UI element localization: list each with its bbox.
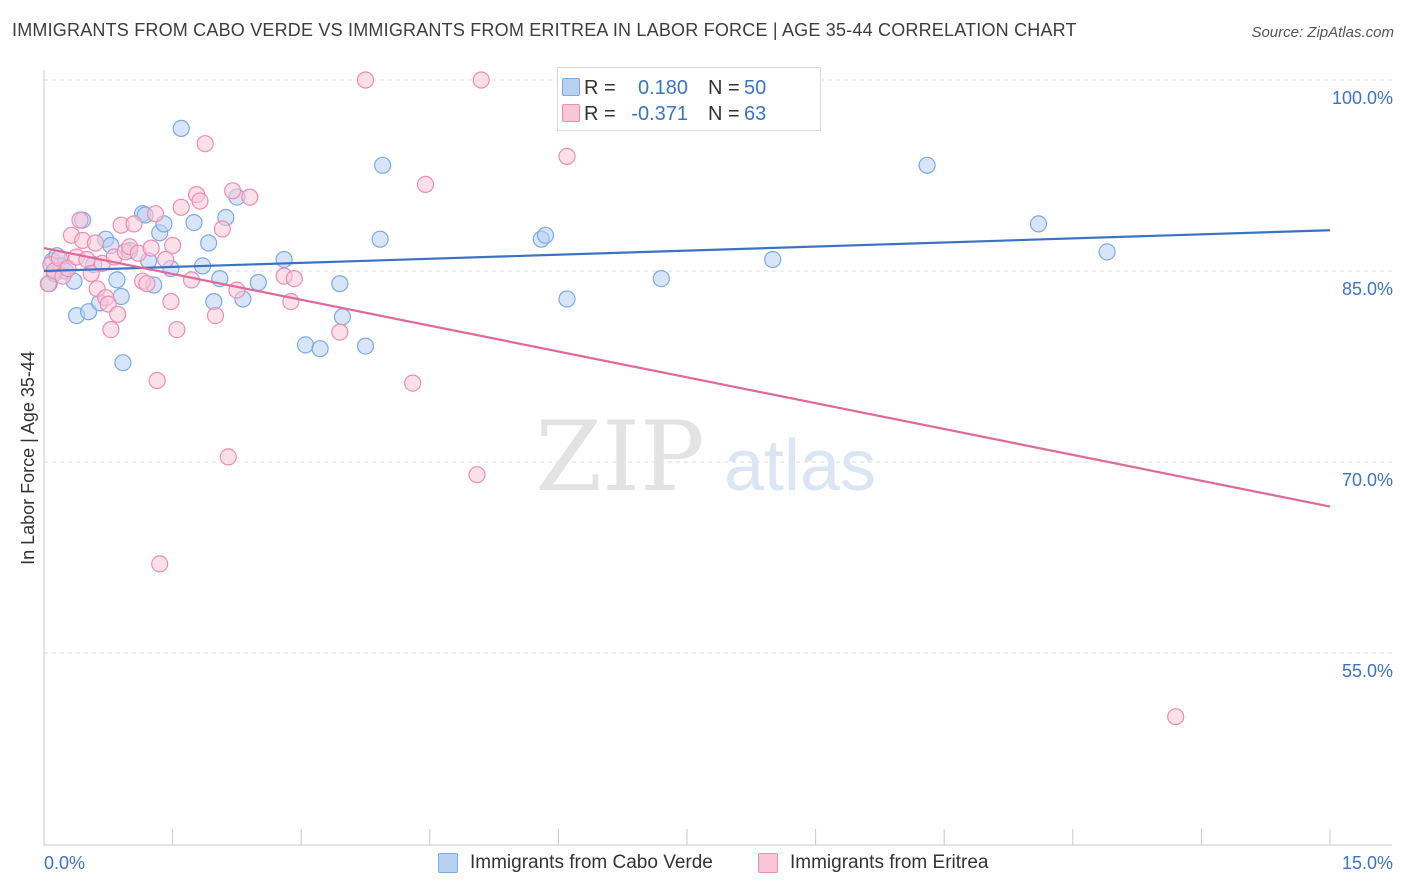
legend-r-value: 0.180 [637, 76, 688, 99]
data-point [108, 271, 126, 289]
axes [43, 70, 1392, 846]
y-tick-label: 70.0% [1342, 470, 1393, 490]
data-point [162, 293, 180, 311]
data-point [196, 135, 214, 153]
y-axis-label: In Labor Force | Age 35-44 [18, 351, 38, 565]
data-point [285, 270, 303, 288]
data-point [172, 119, 190, 137]
legend-n-value: 50 [744, 76, 767, 99]
data-point [206, 307, 225, 325]
data-point [918, 156, 936, 174]
data-point [296, 336, 315, 354]
data-point [416, 175, 435, 193]
data-point [59, 259, 77, 278]
data-point [79, 303, 98, 321]
watermark-zip: ZIP [535, 401, 704, 513]
legend-r-label: R = [584, 76, 616, 99]
data-point [125, 215, 143, 233]
data-point [86, 234, 105, 252]
data-point [142, 239, 160, 257]
data-point [558, 147, 576, 165]
legend-swatch-eritrea [562, 104, 580, 122]
data-point [356, 71, 375, 89]
data-point [200, 234, 218, 252]
y-tick-label: 85.0% [1342, 279, 1393, 299]
data-point [228, 281, 246, 299]
data-point [1098, 243, 1116, 261]
legend-row-eritrea: R = -0.371 N = 63 [562, 102, 767, 126]
data-point [148, 371, 166, 390]
legend-r-label: R = [584, 102, 616, 125]
gridlines [44, 79, 1392, 654]
data-point [472, 71, 490, 89]
data-point [331, 323, 349, 341]
legend-label-cabo-verde: Immigrants from Cabo Verde [470, 852, 713, 873]
data-point [102, 321, 120, 339]
legend-n-label: N = [708, 76, 740, 99]
trend-lines [43, 229, 1331, 508]
data-point [224, 182, 242, 200]
watermark: ZIP atlas [535, 401, 876, 513]
data-point [652, 270, 670, 288]
data-point [109, 305, 127, 323]
series-legend: Immigrants from Cabo Verde Immigrants fr… [0, 852, 1406, 878]
legend-row-cabo-verde: R = 0.180 N = 50 [562, 76, 767, 100]
data-point [213, 220, 231, 238]
data-point [168, 321, 186, 339]
data-point [275, 250, 293, 269]
y-tick-label: 100.0% [1332, 88, 1393, 108]
stats-legend: R = 0.180 N = 50 R = -0.371 N = 63 [557, 67, 821, 131]
legend-swatch-cabo-verde [562, 78, 580, 96]
data-point [114, 354, 132, 372]
legend-item-eritrea[interactable]: Immigrants from Eritrea [758, 852, 988, 874]
data-point [468, 466, 486, 484]
data-point [311, 340, 329, 358]
legend-r-value: -0.371 [631, 102, 688, 125]
data-point [536, 226, 555, 244]
legend-n-value: 63 [744, 102, 767, 125]
x-tick-label-max: 15.0% [1342, 853, 1393, 873]
data-point [558, 290, 576, 308]
data-point [241, 188, 259, 206]
legend-item-cabo-verde[interactable]: Immigrants from Cabo Verde [438, 852, 713, 874]
data-points [39, 71, 1185, 726]
data-point [164, 236, 182, 255]
trend-line-eritrea [43, 247, 1331, 508]
data-point [1167, 708, 1185, 726]
data-point [172, 198, 190, 216]
data-point [371, 230, 389, 248]
data-point [151, 555, 169, 573]
data-point [1029, 215, 1048, 233]
data-point [191, 192, 209, 210]
y-tick-label: 55.0% [1342, 661, 1393, 681]
legend-label-eritrea: Immigrants from Eritrea [790, 852, 989, 873]
data-point [374, 156, 392, 174]
data-point [219, 448, 237, 466]
trend-line-cabo-verde [43, 229, 1331, 273]
legend-n-label: N = [708, 102, 740, 125]
data-point [356, 337, 375, 355]
source-credit: Source: ZipAtlas.com [1251, 24, 1394, 41]
data-point [331, 275, 349, 293]
data-point [138, 275, 156, 293]
data-point [404, 374, 422, 392]
data-point [185, 214, 203, 232]
series-cabo-verde [40, 119, 1116, 372]
legend-swatch-eritrea [758, 853, 778, 873]
legend-swatch-cabo-verde [438, 853, 458, 873]
data-point [249, 273, 267, 292]
data-point [333, 308, 351, 326]
series-eritrea [39, 71, 1185, 726]
data-point [71, 211, 89, 229]
tick-labels: 100.0% 85.0% 70.0% 55.0% 0.0% 15.0% In Labor F… [18, 88, 1393, 873]
x-tick-label-min: 0.0% [44, 853, 85, 873]
watermark-atlas: atlas [724, 426, 876, 506]
chart-title: IMMIGRANTS FROM CABO VERDE VS IMMIGRANTS… [12, 20, 1077, 40]
data-point [764, 250, 782, 269]
data-point [146, 205, 165, 223]
